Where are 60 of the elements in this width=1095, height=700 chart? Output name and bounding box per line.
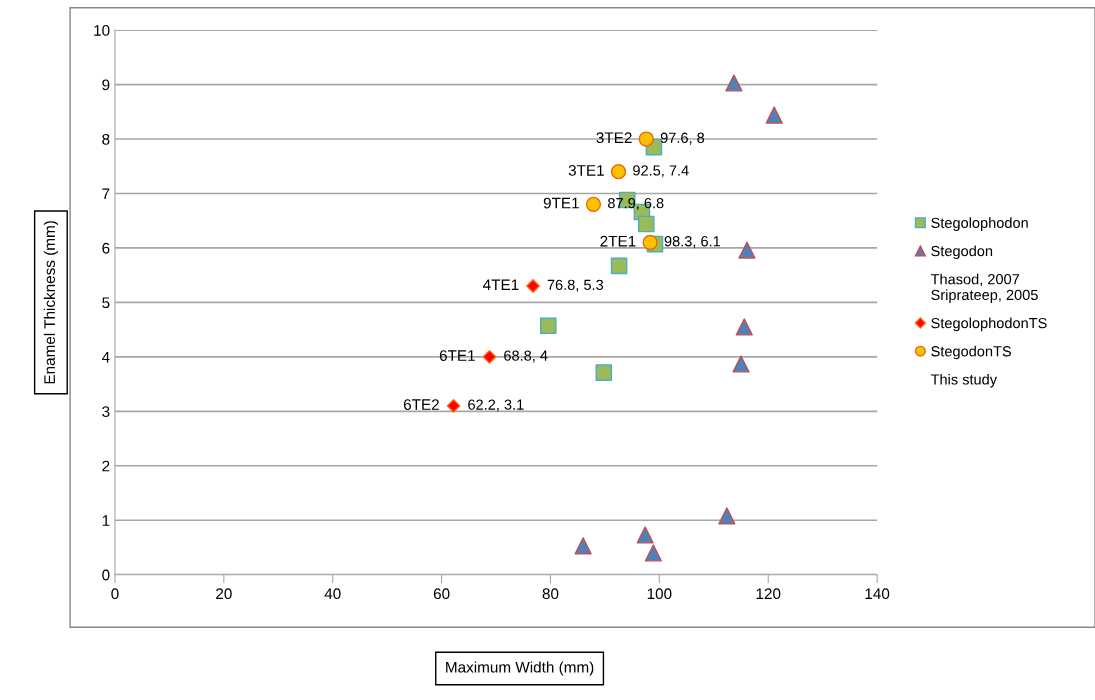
annotation: 9TE1	[543, 197, 579, 209]
point	[765, 106, 783, 124]
point	[642, 234, 658, 251]
point	[585, 196, 602, 213]
x-axis-title: Maximum Width (mm)	[446, 661, 594, 676]
point	[732, 355, 750, 373]
text: This study	[930, 373, 998, 388]
x-tick-label: 60	[433, 588, 450, 600]
annotation: 76.8, 5.3	[547, 279, 604, 292]
y-tick-label: 0	[102, 569, 110, 581]
x-tick-label: 80	[542, 588, 559, 600]
y-tick-label: 2	[102, 460, 110, 472]
point	[446, 398, 461, 413]
y-tick-label: 8	[102, 133, 110, 145]
x-tick-label: 20	[216, 588, 232, 600]
y-tick-label: 9	[102, 79, 110, 91]
x-tick-label: 40	[324, 588, 341, 600]
y-tick-label: 6	[102, 242, 110, 254]
y-tick-label: 3	[102, 406, 110, 418]
point	[539, 317, 557, 335]
legend-label: Stegolophodon	[931, 217, 1028, 231]
point	[482, 349, 497, 364]
x-tick-label: 140	[865, 588, 890, 600]
annotation: 92.5, 7.4	[633, 165, 689, 178]
point	[610, 257, 628, 275]
annotation: 3TE1	[568, 164, 604, 176]
y-tick-label: 1	[102, 515, 110, 526]
legend-label: StegodonTS	[931, 345, 1011, 360]
annotation: 4TE1	[483, 279, 519, 291]
y-tick-label: 5	[102, 297, 110, 309]
point	[725, 74, 743, 92]
point	[595, 364, 613, 381]
x-tick-label: 0	[111, 588, 119, 600]
y-tick-label: 4	[101, 351, 110, 363]
annotation: 2TE1	[600, 235, 636, 247]
y-tick-label: 10	[94, 24, 110, 36]
annotation: 3TE2	[596, 132, 632, 144]
annotation: 68.8, 4	[504, 350, 548, 363]
annotation: 6TE1	[439, 350, 475, 361]
y-axis-title: Enamel Thickness (mm)	[43, 221, 59, 384]
point	[574, 537, 592, 555]
point	[735, 318, 753, 336]
legend-label: Stegodon	[931, 245, 993, 260]
point	[637, 215, 655, 233]
x-tick-label: 120	[756, 588, 781, 600]
annotation: 98.3, 6.1	[664, 236, 721, 249]
point	[644, 544, 662, 562]
legend-label: StegolophodonTS	[931, 317, 1047, 332]
annotation: 6TE2	[403, 399, 439, 410]
y-tick-label: 7	[102, 188, 110, 200]
annotation: 97.6, 8	[660, 132, 705, 145]
point	[718, 507, 736, 525]
point	[738, 241, 756, 259]
point	[610, 164, 627, 180]
text: Thasod, 2007 Sriprateep, 2005	[930, 273, 1038, 303]
annotation: 62.2, 3.1	[468, 399, 524, 412]
point	[526, 279, 540, 293]
point	[638, 131, 654, 147]
point	[636, 526, 654, 544]
x-tick-label: 100	[647, 588, 672, 600]
